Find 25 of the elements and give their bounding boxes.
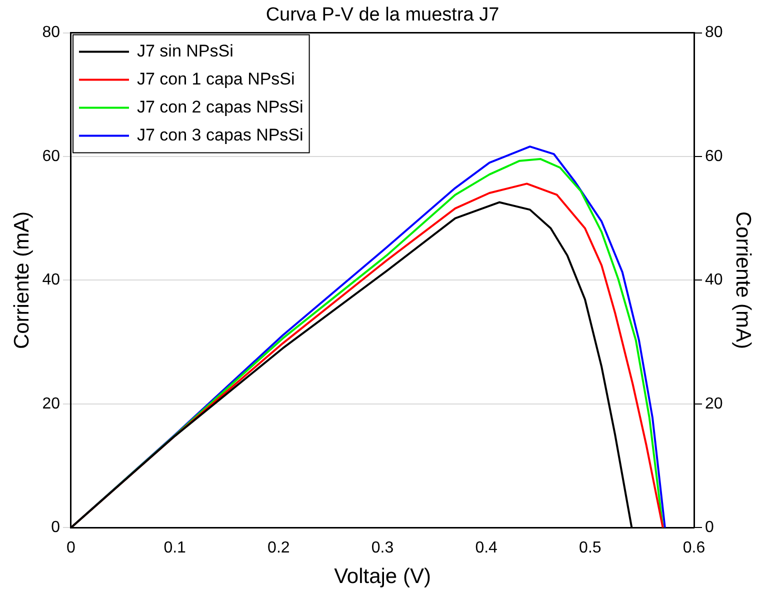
- chart-title: Curva P-V de la muestra J7: [266, 4, 500, 26]
- legend-label: J7 sin NPsSi: [136, 41, 234, 60]
- x-tick-label: 0.6: [682, 540, 706, 557]
- legend-label: J7 con 3 capas NPsSi: [136, 125, 304, 144]
- y2-tick-label: 20: [705, 395, 723, 412]
- legend-label: J7 con 2 capas NPsSi: [136, 97, 304, 116]
- x-tick-label: 0.1: [164, 540, 186, 557]
- x-axis-title: Voltaje (V): [334, 565, 431, 588]
- x-tick-label: 0.3: [371, 540, 394, 557]
- y-tick-label: 0: [51, 519, 60, 536]
- y2-tick-label: 40: [705, 272, 723, 289]
- y-tick-label: 40: [42, 272, 60, 289]
- y2-tick-label: 80: [705, 24, 723, 42]
- legend-label: J7 con 1 capa NPsSi: [136, 69, 295, 88]
- y-tick-label: 60: [42, 148, 60, 165]
- x-tick-label: 0.2: [268, 540, 290, 557]
- y-axis-title: Corriente (mA): [10, 211, 34, 350]
- x-tick-label: 0.4: [475, 540, 498, 557]
- x-tick-label: 0: [66, 540, 76, 557]
- x-tick-label: 0.5: [579, 540, 602, 557]
- y2-tick-label: 60: [705, 148, 723, 165]
- y-tick-label: 80: [42, 24, 60, 42]
- y2-tick-label: 0: [705, 519, 714, 536]
- y-tick-label: 20: [42, 395, 60, 412]
- y2-axis-title: Corriente (mA): [732, 211, 755, 350]
